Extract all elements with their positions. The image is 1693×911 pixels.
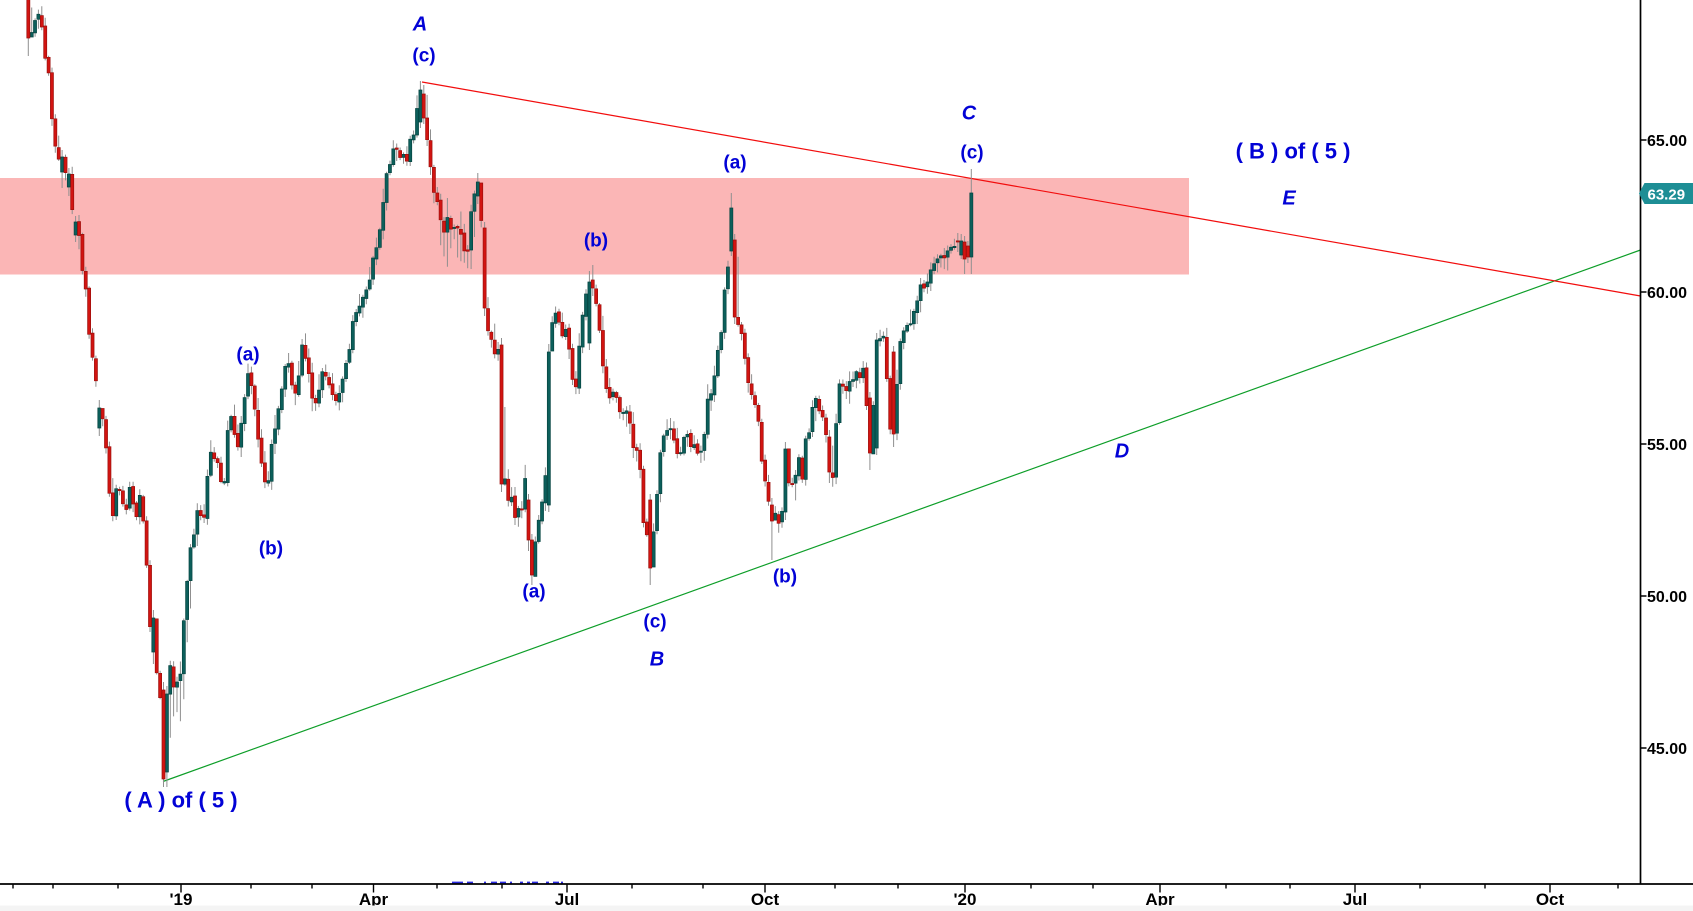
svg-text:D: D xyxy=(1115,441,1129,463)
svg-text:( B ) of ( 5 ): ( B ) of ( 5 ) xyxy=(1236,138,1351,163)
svg-text:(a): (a) xyxy=(522,581,545,602)
svg-text:45.00: 45.00 xyxy=(1647,741,1687,758)
svg-text:(c): (c) xyxy=(643,611,666,632)
svg-text:( A ) of ( 5 ): ( A ) of ( 5 ) xyxy=(124,787,237,812)
svg-text:(c): (c) xyxy=(960,142,983,163)
svg-text:50.00: 50.00 xyxy=(1647,589,1687,606)
svg-text:(b): (b) xyxy=(773,566,797,587)
svg-text:Oct: Oct xyxy=(1536,890,1565,909)
svg-text:B: B xyxy=(650,649,664,671)
svg-text:(a): (a) xyxy=(236,344,259,365)
svg-text:Jul: Jul xyxy=(1343,890,1368,909)
svg-text:'20: '20 xyxy=(954,890,977,909)
svg-text:E: E xyxy=(1282,188,1296,210)
svg-text:(b): (b) xyxy=(584,230,608,251)
svg-text:Apr: Apr xyxy=(359,890,389,909)
svg-text:'19: '19 xyxy=(170,890,193,909)
svg-text:65.00: 65.00 xyxy=(1647,133,1687,150)
svg-text:(c): (c) xyxy=(412,45,435,66)
svg-text:63.29: 63.29 xyxy=(1648,186,1686,203)
svg-text:Jul: Jul xyxy=(555,890,580,909)
svg-text:A: A xyxy=(412,14,427,36)
svg-text:(b): (b) xyxy=(259,538,283,559)
svg-text:Apr: Apr xyxy=(1145,890,1175,909)
svg-text:(a): (a) xyxy=(723,152,746,173)
svg-text:Oct: Oct xyxy=(751,890,780,909)
svg-text:55.00: 55.00 xyxy=(1647,437,1687,454)
svg-text:C: C xyxy=(962,103,977,125)
svg-text:60.00: 60.00 xyxy=(1647,285,1687,302)
